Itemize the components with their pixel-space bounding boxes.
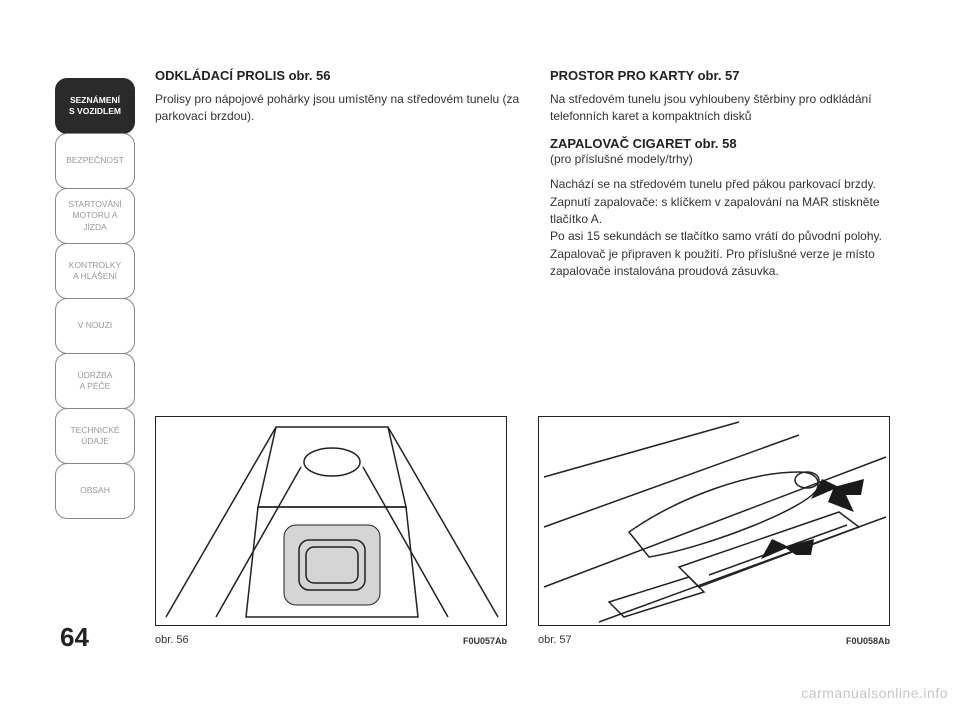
figure-57-code: F0U058Ab (846, 636, 890, 646)
nav-item-technicke[interactable]: TECHNICKÉÚDAJE (55, 408, 135, 464)
figure-56-code: F0U057Ab (463, 636, 507, 646)
heading-prostor: PROSTOR PRO KARTY obr. 57 (550, 68, 915, 83)
nav-label: SEZNÁMENÍS VOZIDLEM (69, 95, 121, 117)
nav-item-seznameni[interactable]: SEZNÁMENÍS VOZIDLEM (55, 78, 135, 134)
main-content: ODKLÁDACÍ PROLIS obr. 56 Prolisy pro náp… (155, 68, 915, 291)
figure-57-caption: obr. 57 (538, 634, 572, 646)
nav-label: TECHNICKÉÚDAJE (70, 425, 119, 447)
nav-label: STARTOVÁNÍMOTORU A JÍZDA (60, 199, 130, 232)
nav-label: BEZPEČNOST (66, 155, 124, 166)
heading-zapalovac-text: ZAPALOVAČ CIGARET obr. 58 (550, 136, 737, 151)
heading-odkladaci: ODKLÁDACÍ PROLIS obr. 56 (155, 68, 520, 83)
figure-57-frame (538, 416, 890, 626)
nav-label: OBSAH (80, 485, 110, 496)
figure-56-illustration (156, 417, 507, 626)
figure-57: obr. 57 F0U058Ab (538, 416, 890, 626)
sidebar-nav: SEZNÁMENÍS VOZIDLEM BEZPEČNOST STARTOVÁN… (55, 78, 135, 518)
watermark: carmanualsonline.info (801, 685, 948, 701)
nav-label: ÚDRŽBAA PÉČE (78, 370, 113, 392)
nav-item-obsah[interactable]: OBSAH (55, 463, 135, 519)
heading-zapalovac: ZAPALOVAČ CIGARET obr. 58 (550, 136, 915, 151)
nav-item-udrzba[interactable]: ÚDRŽBAA PÉČE (55, 353, 135, 409)
body-zapalovac-1: Nachází se na středovém tunelu před páko… (550, 176, 915, 228)
figure-56-frame (155, 416, 507, 626)
nav-label: V NOUZI (78, 320, 112, 331)
column-left: ODKLÁDACÍ PROLIS obr. 56 Prolisy pro náp… (155, 68, 520, 291)
nav-item-kontrolky[interactable]: KONTROLKYA HLÁŠENÍ (55, 243, 135, 299)
nav-item-bezpecnost[interactable]: BEZPEČNOST (55, 133, 135, 189)
figure-57-illustration (539, 417, 890, 626)
subheading-zapalovac: (pro příslušné modely/trhy) (550, 151, 915, 168)
body-zapalovac-2: Po asi 15 sekundách se tlačítko samo vrá… (550, 228, 915, 280)
nav-item-startovani[interactable]: STARTOVÁNÍMOTORU A JÍZDA (55, 188, 135, 244)
body-odkladaci: Prolisy pro nápojové pohárky jsou umístě… (155, 91, 520, 126)
body-prostor: Na středovém tunelu jsou vyhloubeny štěr… (550, 91, 915, 126)
column-right: PROSTOR PRO KARTY obr. 57 Na středovém t… (550, 68, 915, 291)
page-number: 64 (60, 622, 89, 653)
figure-56-caption: obr. 56 (155, 634, 189, 646)
figure-56: obr. 56 F0U057Ab (155, 416, 507, 626)
nav-label: KONTROLKYA HLÁŠENÍ (69, 260, 121, 282)
nav-item-vnouzi[interactable]: V NOUZI (55, 298, 135, 354)
